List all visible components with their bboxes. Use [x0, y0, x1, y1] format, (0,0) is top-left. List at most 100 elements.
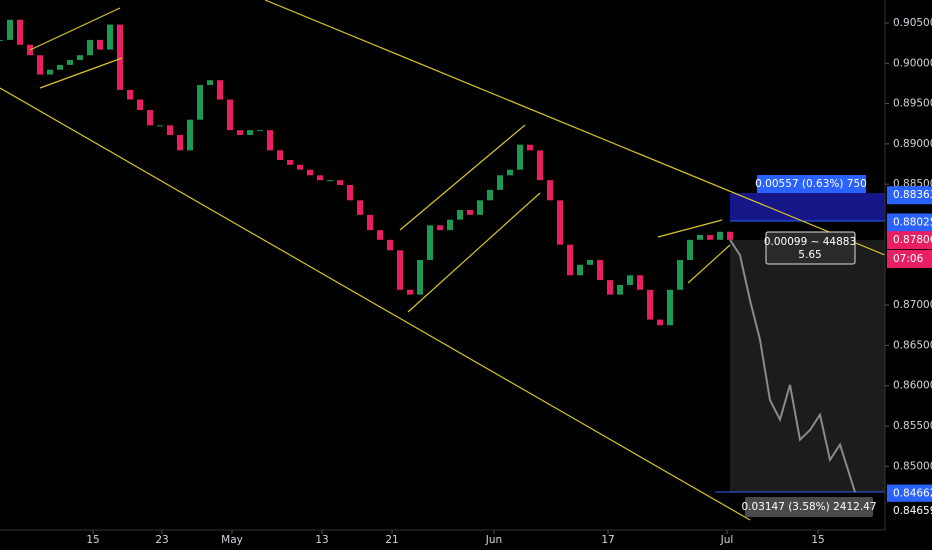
trend-line	[399, 124, 526, 231]
measure-area	[730, 240, 885, 492]
candle	[187, 119, 193, 151]
candle	[87, 39, 93, 56]
axis-labels: 0.905000.900000.895000.890000.885000.870…	[86, 17, 932, 546]
candle	[527, 144, 533, 151]
candle	[127, 89, 133, 100]
candle	[667, 289, 673, 326]
candle	[147, 110, 153, 126]
candle	[417, 259, 423, 295]
price-label: 0.84659	[893, 505, 932, 517]
trend-line	[657, 219, 723, 238]
candle	[237, 130, 243, 136]
candle	[477, 200, 483, 215]
candle	[557, 200, 563, 245]
trend-line	[687, 244, 731, 284]
candle	[617, 284, 623, 295]
candle	[577, 264, 583, 276]
candle	[0, 39, 3, 41]
candle	[7, 19, 13, 40]
candle	[317, 175, 323, 181]
candle	[217, 80, 223, 100]
candle	[47, 69, 53, 75]
candle	[287, 160, 293, 165]
candle	[257, 130, 263, 132]
candle	[307, 169, 313, 176]
candle	[247, 130, 253, 136]
x-tick-label: 21	[385, 534, 398, 546]
trend-line	[39, 57, 123, 89]
candle	[517, 144, 523, 170]
x-tick-label: 17	[601, 534, 614, 546]
measure-text: 0.03147 (3.58%) 2412.47	[741, 501, 876, 513]
candle	[17, 19, 23, 45]
plot	[0, 19, 856, 493]
candle	[227, 99, 233, 131]
measure-label	[757, 175, 866, 193]
candle	[357, 200, 363, 215]
candle	[107, 24, 113, 50]
x-tick-label: 15	[86, 534, 99, 546]
price-label: 0.88363	[893, 189, 932, 201]
candle	[677, 259, 683, 290]
measure-text: 0.00557 (0.63%) 750	[755, 178, 867, 190]
price-label-box	[887, 186, 932, 205]
candle	[327, 180, 333, 182]
candle	[657, 319, 663, 326]
price-label: 0.84662	[893, 488, 932, 500]
measure-area	[730, 193, 885, 221]
countdown-box	[887, 250, 932, 268]
candle	[137, 99, 143, 111]
candle	[707, 234, 713, 240]
candle	[647, 289, 653, 320]
candle	[627, 275, 633, 285]
candle	[727, 231, 733, 240]
candle	[97, 39, 103, 50]
x-tick-label: Jun	[485, 534, 502, 546]
candle	[487, 189, 493, 201]
trend-line	[264, 0, 886, 256]
candle	[347, 184, 353, 201]
candle	[367, 214, 373, 231]
price-label-box	[887, 501, 932, 520]
candle	[267, 130, 273, 151]
candle	[507, 169, 513, 176]
candle	[167, 125, 173, 136]
candle	[597, 259, 603, 281]
countdown: 07:06	[893, 253, 924, 265]
price-label: 0.88025	[893, 216, 932, 228]
candle	[467, 209, 473, 215]
drawings	[0, 0, 886, 521]
candle	[397, 250, 403, 290]
x-tick-label: 13	[315, 534, 328, 546]
price-label-box	[887, 484, 932, 503]
candle	[547, 180, 553, 201]
x-tick-label: 23	[155, 534, 168, 546]
candle	[427, 225, 433, 260]
candle	[437, 225, 443, 231]
candle	[207, 80, 213, 86]
candle	[497, 175, 503, 190]
x-tick-label: Jul	[720, 534, 734, 546]
candle	[177, 135, 183, 151]
candle	[77, 55, 83, 61]
projection-line	[729, 239, 856, 493]
candle	[67, 60, 73, 65]
candle	[57, 64, 63, 70]
candle	[687, 239, 693, 260]
measure-text: 5.65	[798, 249, 821, 261]
trend-line	[407, 192, 541, 313]
candle	[537, 150, 543, 181]
price-label-box	[887, 231, 932, 250]
candle	[337, 180, 343, 185]
y-tick-label: 0.85000	[893, 460, 932, 472]
candle	[607, 280, 613, 295]
candle	[117, 24, 123, 90]
candle	[407, 289, 413, 295]
